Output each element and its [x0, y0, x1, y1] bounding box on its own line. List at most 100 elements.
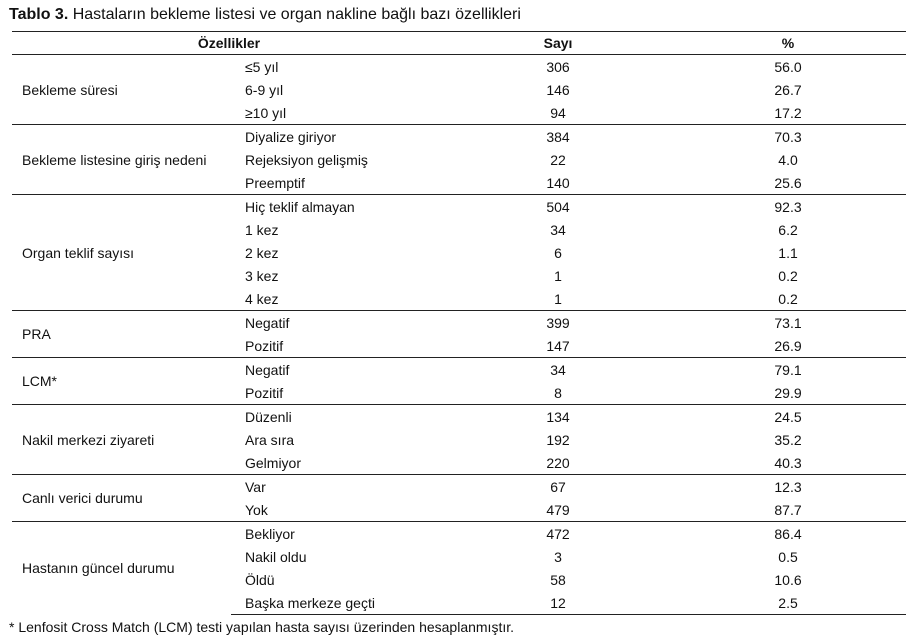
table-row: PRA Negatif 399 73.1 [12, 310, 907, 358]
row-label: 1 kez [245, 221, 279, 238]
group-name: Bekleme listesine giriş nedeni [12, 124, 231, 195]
row-count: 34 [446, 357, 671, 381]
table-row: Hastanın güncel durumu Bekliyor 472 86.4 [12, 521, 907, 615]
table-row: Bekleme süresi ≤5 yıl 306 56.0 [12, 54, 907, 125]
row-count: 58 [550, 571, 566, 588]
table-row: 6-9 yıl 146 26.7 [12, 78, 906, 101]
caption-text: Hastaların bekleme listesi ve organ nakl… [68, 6, 521, 23]
row-count: 1 [554, 267, 562, 284]
row-count: 134 [446, 404, 671, 428]
row-label: Pozitif [245, 384, 284, 401]
header-feature: Özellikler [12, 31, 447, 55]
row-percent: 56.0 [670, 54, 907, 78]
table-row: Nakil oldu 3 0.5 [12, 545, 906, 568]
row-count: 192 [546, 431, 570, 448]
table-row: 4 kez 1 0.2 [12, 287, 906, 311]
row-percent: 4.0 [778, 151, 798, 168]
row-count: 22 [550, 151, 566, 168]
row-label: Negatif [231, 310, 447, 334]
row-percent: 35.2 [774, 431, 802, 448]
characteristics-table: Özellikler Sayı % Bekleme süresi ≤5 yıl 30… [12, 31, 907, 615]
table-row: Başka merkeze geçti 12 2.5 [12, 591, 907, 615]
caption-label: Tablo 3. [9, 6, 69, 23]
row-percent: 25.6 [774, 174, 802, 191]
row-label: Var [231, 474, 447, 498]
row-count: 8 [554, 384, 562, 401]
row-label: Bekliyor [231, 521, 447, 545]
row-label: Diyalize giriyor [231, 124, 447, 148]
row-count: 12 [446, 591, 671, 615]
row-count: 147 [546, 337, 570, 354]
row-percent: 26.9 [774, 337, 802, 354]
row-label: 4 kez [245, 290, 279, 307]
row-label: ≥10 yıl [245, 104, 287, 121]
row-count: 399 [446, 310, 671, 334]
row-count: 94 [550, 104, 566, 121]
header-count: Sayı [446, 31, 671, 55]
row-percent: 79.1 [670, 357, 907, 381]
row-label: Rejeksiyon gelişmiş [245, 151, 368, 168]
table-row: 2 kez 6 1.1 [12, 241, 906, 264]
row-label: Başka merkeze geçti [231, 591, 447, 615]
row-count: 6 [554, 244, 562, 261]
table-row: 1 kez 34 6.2 [12, 218, 906, 241]
row-percent: 29.9 [774, 384, 802, 401]
header-percent: % [670, 31, 907, 55]
table-row: 3 kez 1 0.2 [12, 264, 906, 287]
table-row: Pozitif 8 29.9 [12, 381, 906, 405]
row-percent: 17.2 [774, 104, 802, 121]
group-name: Nakil merkezi ziyareti [12, 404, 231, 475]
group-name: Bekleme süresi [12, 54, 231, 125]
table-row: LCM* Negatif 34 79.1 [12, 357, 907, 405]
group-name: Canlı verici durumu [12, 474, 231, 522]
row-percent: 92.3 [670, 194, 907, 218]
table-body: Bekleme süresi ≤5 yıl 306 56.0 6-9 yıl 146 26.… [12, 54, 907, 615]
group-name: LCM* [12, 357, 231, 405]
row-label: Gelmiyor [245, 454, 302, 471]
table-row: Organ teklif sayısı Hiç teklif almayan 504… [12, 194, 907, 311]
row-percent: 12.3 [670, 474, 907, 498]
row-percent: 24.5 [670, 404, 907, 428]
row-count: 140 [546, 174, 570, 191]
table-row: Bekleme listesine giriş nedeni Diyalize g… [12, 124, 907, 195]
row-percent: 73.1 [670, 310, 907, 334]
row-count: 3 [554, 548, 562, 565]
row-label: Nakil oldu [245, 548, 307, 565]
row-percent: 40.3 [774, 454, 802, 471]
row-count: 220 [546, 454, 570, 471]
row-percent: 86.4 [670, 521, 907, 545]
table-row: Pozitif 147 26.9 [12, 334, 906, 358]
group-name: PRA [12, 310, 231, 358]
row-count: 479 [546, 501, 570, 518]
row-label: 6-9 yıl [245, 81, 284, 98]
row-percent: 1.1 [778, 244, 798, 261]
row-percent: 0.2 [778, 267, 798, 284]
table-row: Nakil merkezi ziyareti Düzenli 134 24.5 [12, 404, 907, 475]
row-label: ≤5 yıl [231, 54, 447, 78]
row-percent: 6.2 [778, 221, 798, 238]
row-percent: 0.5 [778, 548, 798, 565]
row-label: Negatif [231, 357, 447, 381]
table-row: Gelmiyor 220 40.3 [12, 451, 906, 475]
row-percent: 26.7 [774, 81, 802, 98]
table-row: Ara sıra 192 35.2 [12, 428, 906, 451]
row-count: 67 [446, 474, 671, 498]
table-row: Rejeksiyon gelişmiş 22 4.0 [12, 148, 906, 171]
row-percent: 2.5 [670, 591, 907, 615]
row-count: 146 [546, 81, 570, 98]
row-label: Pozitif [245, 337, 284, 354]
row-count: 504 [446, 194, 671, 218]
row-label: Hiç teklif almayan [231, 194, 447, 218]
group-name: Organ teklif sayısı [12, 194, 231, 311]
row-count: 1 [554, 290, 562, 307]
row-label: Düzenli [231, 404, 447, 428]
row-percent: 10.6 [774, 571, 802, 588]
row-label: Preemptif [245, 174, 305, 191]
row-label: Öldü [245, 571, 275, 588]
footnote: * Lenfosit Cross Match (LCM) testi yapıl… [9, 619, 515, 635]
row-count: 384 [446, 124, 671, 148]
table-row: ≥10 yıl 94 17.2 [12, 101, 906, 125]
row-percent: 0.2 [778, 290, 798, 307]
row-count: 34 [550, 221, 566, 238]
